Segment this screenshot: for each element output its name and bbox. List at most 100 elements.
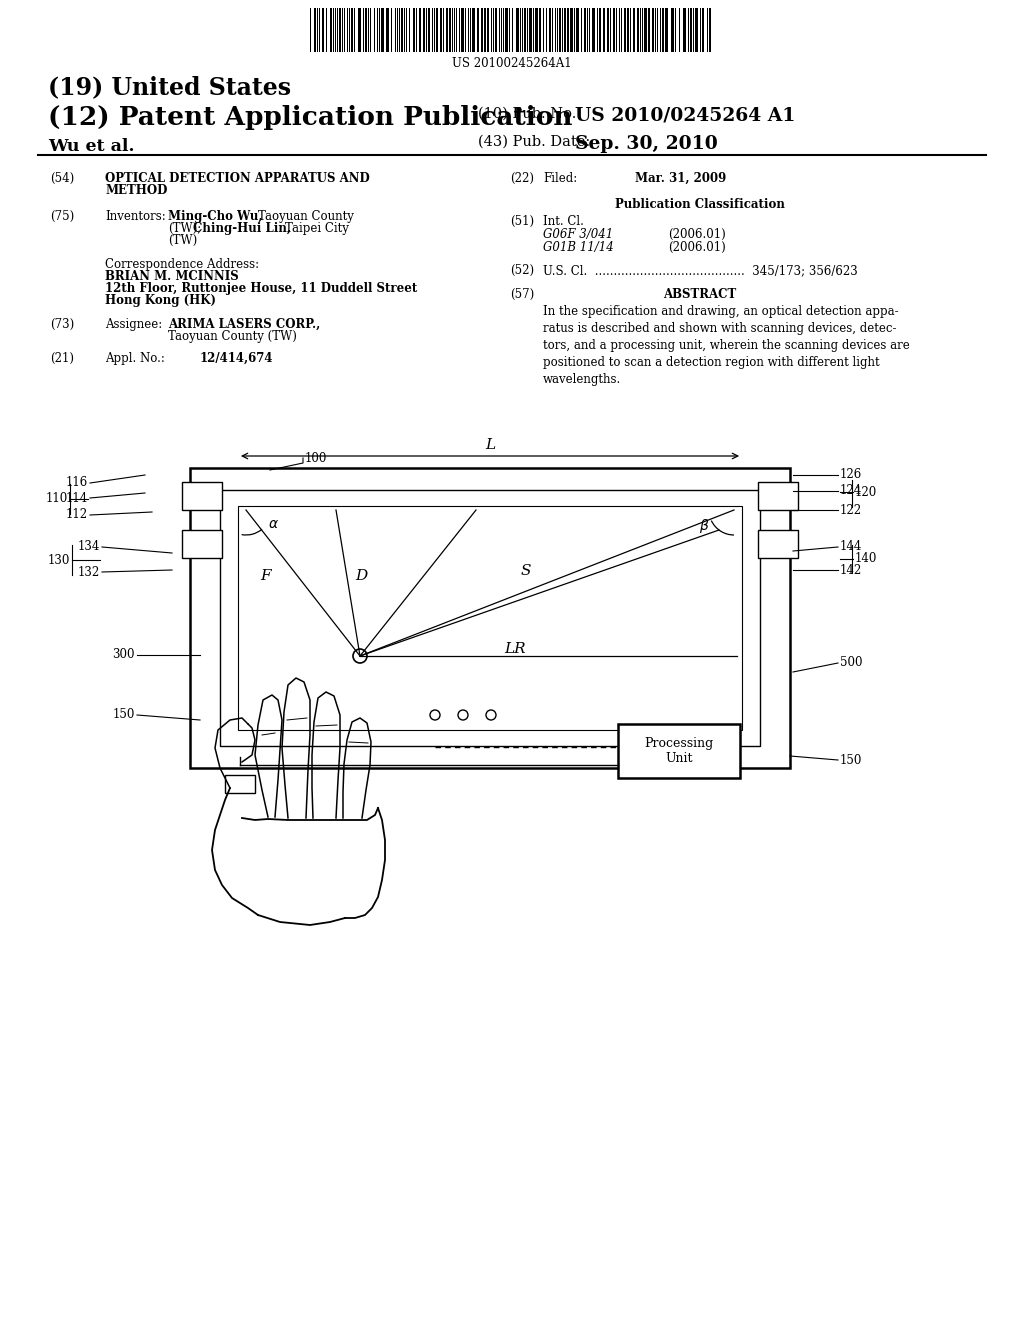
Text: (73): (73): [50, 318, 75, 331]
Text: 132: 132: [78, 565, 100, 578]
Text: Taipei City: Taipei City: [285, 222, 349, 235]
Bar: [225, 775, 255, 793]
Bar: [440, 8, 442, 51]
Text: (54): (54): [50, 172, 75, 185]
Bar: [690, 8, 692, 51]
Text: 100: 100: [305, 451, 328, 465]
Text: Filed:: Filed:: [543, 172, 578, 185]
Text: Mar. 31, 2009: Mar. 31, 2009: [635, 172, 726, 185]
Bar: [446, 8, 449, 51]
Text: $\alpha$: $\alpha$: [268, 517, 279, 531]
Text: US 2010/0245264 A1: US 2010/0245264 A1: [575, 107, 796, 125]
Bar: [449, 8, 451, 51]
Text: 116: 116: [66, 477, 88, 490]
Text: 140: 140: [855, 553, 878, 565]
Bar: [529, 8, 532, 51]
Text: Hong Kong (HK): Hong Kong (HK): [105, 294, 216, 308]
Text: Ming-Cho Wu,: Ming-Cho Wu,: [168, 210, 262, 223]
Bar: [539, 8, 541, 51]
Text: (10) Pub. No.:: (10) Pub. No.:: [478, 107, 582, 121]
Text: BRIAN M. MCINNIS: BRIAN M. MCINNIS: [105, 271, 239, 282]
Bar: [564, 8, 566, 51]
Text: 300: 300: [113, 648, 135, 661]
Text: G01B 11/14: G01B 11/14: [543, 242, 613, 253]
Bar: [182, 482, 222, 510]
Bar: [683, 8, 686, 51]
Bar: [648, 8, 650, 51]
Bar: [644, 8, 647, 51]
Text: Assignee:: Assignee:: [105, 318, 162, 331]
Text: (TW): (TW): [168, 234, 198, 247]
Text: Sep. 30, 2010: Sep. 30, 2010: [575, 135, 718, 153]
Bar: [603, 8, 605, 51]
Bar: [592, 8, 595, 51]
Text: 134: 134: [78, 540, 100, 553]
Bar: [758, 482, 798, 510]
Bar: [481, 8, 483, 51]
Bar: [627, 8, 629, 51]
Text: 114: 114: [66, 491, 88, 504]
Bar: [535, 8, 538, 51]
Text: METHOD: METHOD: [105, 183, 167, 197]
Text: (21): (21): [50, 352, 74, 366]
Bar: [339, 8, 341, 51]
Bar: [695, 8, 698, 51]
Bar: [652, 8, 654, 51]
Text: (19) United States: (19) United States: [48, 75, 291, 99]
Bar: [413, 8, 415, 51]
Text: 144: 144: [840, 540, 862, 553]
Bar: [238, 506, 742, 730]
Bar: [516, 8, 519, 51]
Text: 122: 122: [840, 503, 862, 516]
Text: D: D: [355, 569, 368, 583]
Bar: [709, 8, 711, 51]
Bar: [351, 8, 353, 51]
Bar: [570, 8, 573, 51]
Bar: [386, 8, 389, 51]
Text: L: L: [485, 438, 495, 451]
Bar: [472, 8, 475, 51]
Bar: [524, 8, 526, 51]
Bar: [190, 469, 790, 768]
Bar: [607, 8, 609, 51]
Bar: [322, 8, 324, 51]
Text: (57): (57): [510, 288, 535, 301]
Text: (2006.01): (2006.01): [668, 242, 726, 253]
Text: 12/414,674: 12/414,674: [200, 352, 273, 366]
Bar: [428, 8, 430, 51]
Bar: [575, 8, 579, 51]
Text: In the specification and drawing, an optical detection appa-
ratus is described : In the specification and drawing, an opt…: [543, 305, 909, 385]
Text: 150: 150: [840, 754, 862, 767]
Text: Inventors:: Inventors:: [105, 210, 166, 223]
Bar: [419, 8, 421, 51]
Text: F: F: [261, 569, 271, 583]
Text: ARIMA LASERS CORP.,: ARIMA LASERS CORP.,: [168, 318, 321, 331]
Bar: [549, 8, 551, 51]
Bar: [662, 8, 664, 51]
Bar: [314, 8, 316, 51]
Text: ABSTRACT: ABSTRACT: [664, 288, 736, 301]
Bar: [401, 8, 403, 51]
Text: Taoyuan County: Taoyuan County: [258, 210, 354, 223]
Bar: [381, 8, 384, 51]
Bar: [633, 8, 635, 51]
Text: (52): (52): [510, 264, 535, 277]
Text: LR: LR: [504, 642, 525, 656]
Bar: [487, 8, 489, 51]
Bar: [423, 8, 425, 51]
Text: Taoyuan County (TW): Taoyuan County (TW): [168, 330, 297, 343]
Bar: [758, 531, 798, 558]
Text: Publication Classification: Publication Classification: [615, 198, 785, 211]
Text: 124: 124: [840, 484, 862, 498]
Text: (75): (75): [50, 210, 75, 223]
Bar: [613, 8, 615, 51]
Text: Correspondence Address:: Correspondence Address:: [105, 257, 259, 271]
Bar: [702, 8, 705, 51]
Text: 120: 120: [855, 486, 878, 499]
Text: 110: 110: [46, 492, 68, 506]
Bar: [220, 490, 760, 746]
Bar: [618, 723, 740, 777]
Bar: [559, 8, 561, 51]
Text: US 20100245264A1: US 20100245264A1: [453, 57, 571, 70]
Bar: [358, 8, 361, 51]
